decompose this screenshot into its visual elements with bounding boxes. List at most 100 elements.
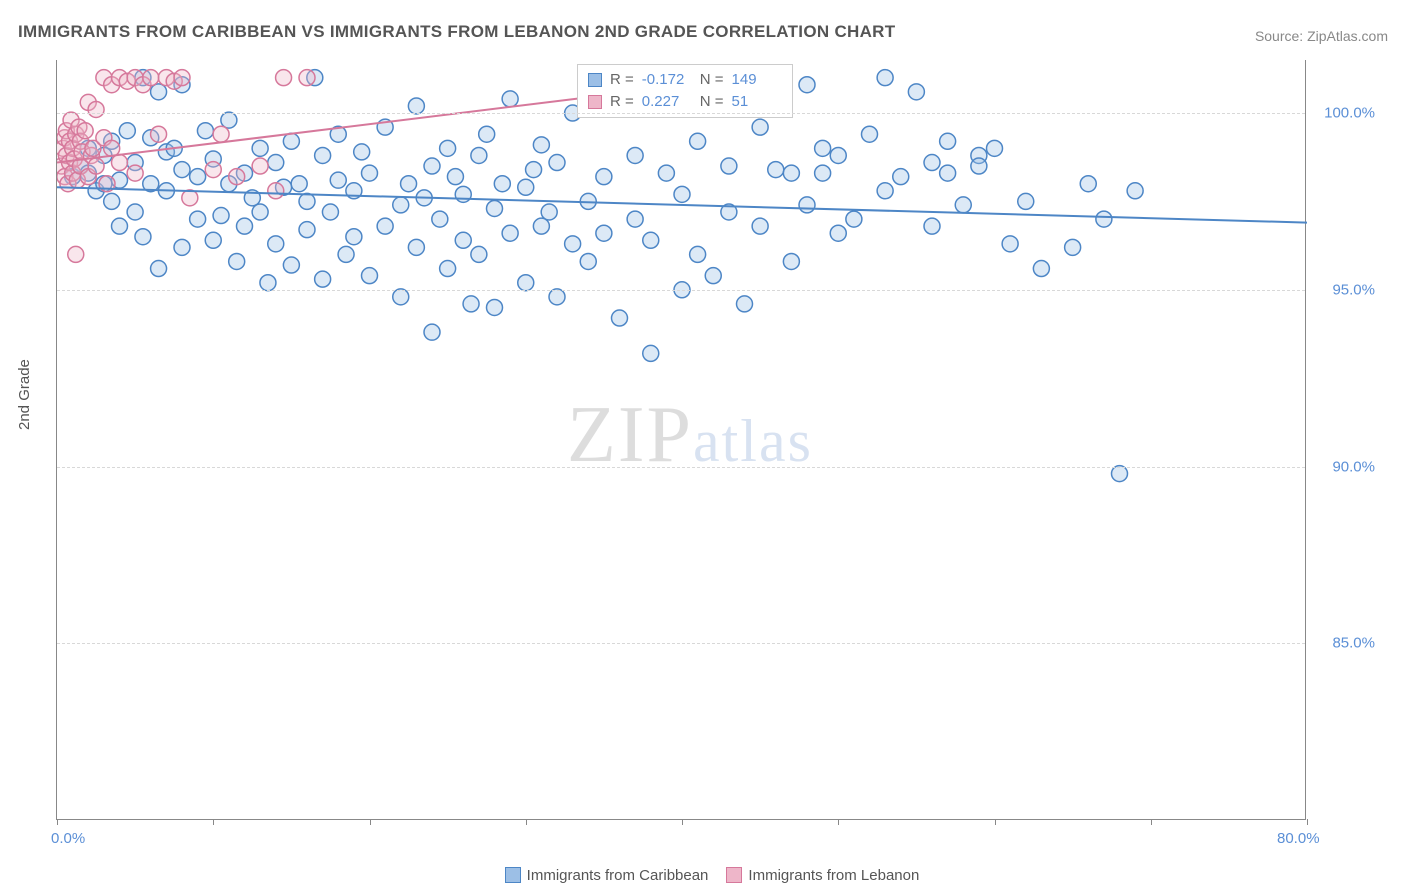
data-point (596, 225, 612, 241)
data-point (518, 179, 534, 195)
data-point (322, 204, 338, 220)
data-point (643, 232, 659, 248)
data-point (830, 147, 846, 163)
data-point (752, 218, 768, 234)
data-point (924, 155, 940, 171)
data-point (104, 140, 120, 156)
data-point (401, 176, 417, 192)
data-point (112, 155, 128, 171)
data-point (338, 246, 354, 262)
correlation-legend: R =-0.172N =149R =0.227N =51 (577, 64, 793, 118)
data-point (135, 229, 151, 245)
data-point (119, 123, 135, 139)
data-point (487, 299, 503, 315)
data-point (541, 204, 557, 220)
data-point (783, 253, 799, 269)
data-point (221, 112, 237, 128)
legend-r-value: 0.227 (642, 91, 692, 113)
legend-r-label: R = (610, 91, 634, 113)
data-point (182, 190, 198, 206)
data-point (143, 70, 159, 86)
data-point (526, 162, 542, 178)
data-point (971, 158, 987, 174)
data-point (174, 162, 190, 178)
data-point (518, 275, 534, 291)
data-point (197, 123, 213, 139)
data-point (737, 296, 753, 312)
data-point (104, 193, 120, 209)
x-tick (57, 819, 58, 825)
scatter-svg (57, 60, 1307, 820)
data-point (690, 246, 706, 262)
data-point (408, 98, 424, 114)
data-point (1080, 176, 1096, 192)
legend-swatch (726, 867, 742, 883)
data-point (658, 165, 674, 181)
data-point (1127, 183, 1143, 199)
legend-r-label: R = (610, 69, 634, 91)
data-point (362, 268, 378, 284)
data-point (908, 84, 924, 100)
x-tick (370, 819, 371, 825)
x-tick (213, 819, 214, 825)
data-point (674, 186, 690, 202)
data-point (346, 229, 362, 245)
data-point (291, 176, 307, 192)
data-point (565, 236, 581, 252)
legend-swatch (588, 73, 602, 87)
data-point (174, 239, 190, 255)
data-point (190, 169, 206, 185)
data-point (68, 246, 84, 262)
data-point (1065, 239, 1081, 255)
data-point (88, 158, 104, 174)
data-point (768, 162, 784, 178)
data-point (955, 197, 971, 213)
data-point (260, 275, 276, 291)
legend-series-label: Immigrants from Lebanon (748, 867, 919, 884)
legend-series-label: Immigrants from Caribbean (527, 867, 709, 884)
data-point (362, 165, 378, 181)
data-point (283, 133, 299, 149)
data-point (229, 169, 245, 185)
x-tick (682, 819, 683, 825)
data-point (533, 137, 549, 153)
data-point (330, 172, 346, 188)
source-label: Source: ZipAtlas.com (1255, 28, 1388, 44)
data-point (533, 218, 549, 234)
data-point (580, 253, 596, 269)
data-point (1033, 261, 1049, 277)
data-point (174, 70, 190, 86)
data-point (549, 289, 565, 305)
data-point (77, 123, 93, 139)
data-point (151, 126, 167, 142)
x-tick-label: 0.0% (51, 830, 85, 847)
data-point (112, 218, 128, 234)
x-tick-label: 80.0% (1277, 830, 1320, 847)
data-point (408, 239, 424, 255)
legend-row: R =-0.172N =149 (588, 69, 782, 91)
legend-swatch (505, 867, 521, 883)
data-point (393, 197, 409, 213)
data-point (479, 126, 495, 142)
data-point (940, 133, 956, 149)
data-point (752, 119, 768, 135)
y-tick-label: 85.0% (1332, 635, 1375, 652)
data-point (494, 176, 510, 192)
data-point (721, 158, 737, 174)
x-tick (1151, 819, 1152, 825)
data-point (252, 140, 268, 156)
data-point (627, 211, 643, 227)
data-point (127, 204, 143, 220)
data-point (213, 126, 229, 142)
data-point (315, 271, 331, 287)
data-point (690, 133, 706, 149)
legend-n-value: 51 (732, 91, 782, 113)
legend-swatch (588, 95, 602, 109)
data-point (268, 155, 284, 171)
x-tick (995, 819, 996, 825)
data-point (1112, 466, 1128, 482)
data-point (205, 162, 221, 178)
data-point (393, 289, 409, 305)
data-point (612, 310, 628, 326)
data-point (705, 268, 721, 284)
